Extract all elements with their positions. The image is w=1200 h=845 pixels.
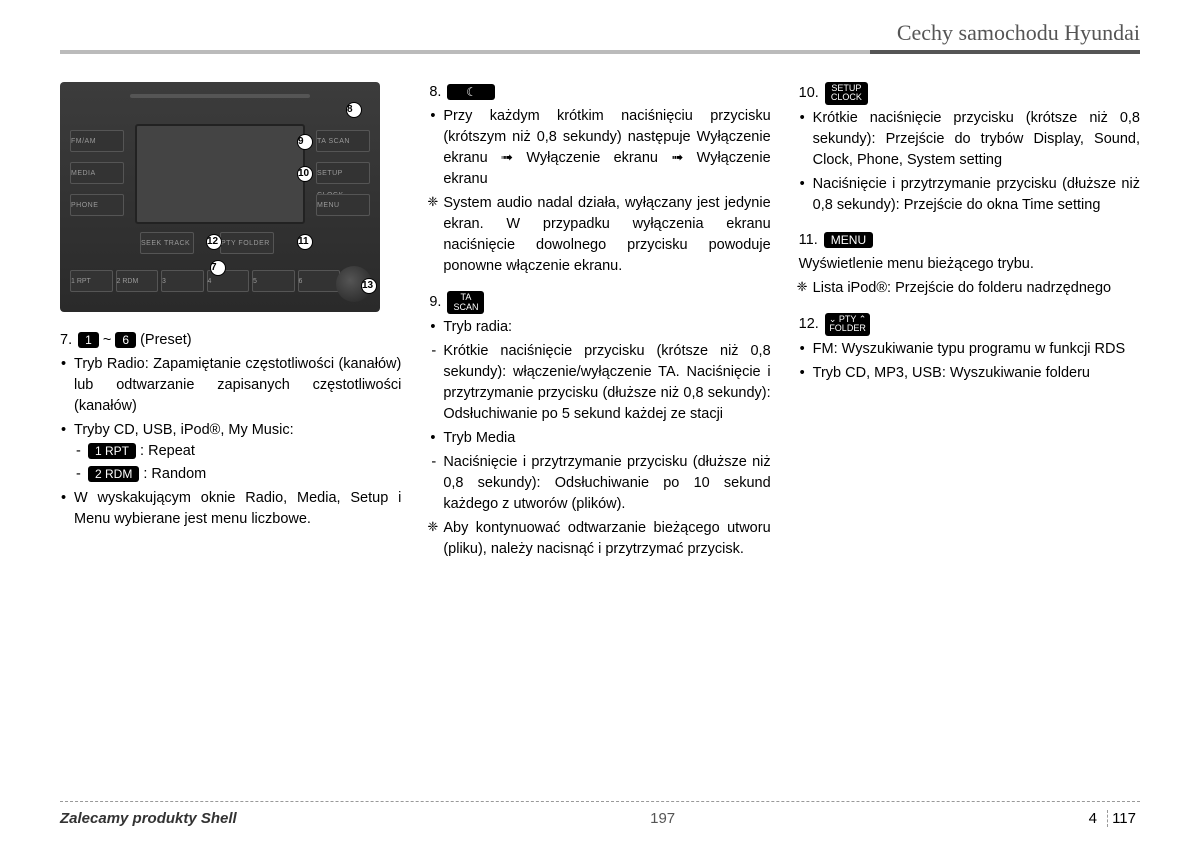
footer-right: 4 117 [1089, 810, 1140, 827]
radio-btn: MENU [316, 194, 370, 216]
item-12-list: FM: Wyszukiwanie typu programu w funkcji… [799, 339, 1140, 384]
footer-center: 197 [237, 810, 1089, 827]
radio-screen [135, 124, 305, 224]
item-10: 10. SETUP CLOCK Krótkie naciśnięcie przy… [799, 82, 1140, 216]
radio-btn: FM/AM [70, 130, 124, 152]
preset-1-label: 1 [78, 332, 99, 348]
callout-8: 8 [346, 102, 362, 118]
item-num: 8. [429, 82, 441, 103]
list-item: Krótkie naciśnięcie przycisku (krótsze n… [813, 108, 1140, 171]
label-line2: SCAN [453, 302, 478, 312]
preset-row: 1 RPT 2 RDM 3 4 5 6 [70, 270, 340, 292]
item-num: 12. [799, 314, 819, 335]
rpt-label: 1 RPT [88, 443, 136, 459]
page-num: 117 [1107, 810, 1140, 827]
item-11-text: Wyświetlenie menu bieżącego trybu. [799, 254, 1140, 275]
item-9-dash2: Naciśnięcie i przytrzymanie przycisku (d… [429, 452, 770, 515]
list-item: Tryby CD, USB, iPod®, My Music: 1 RPT : … [74, 420, 401, 485]
column-2: 8. ☾ Przy każdym krótkim naciśnięciu prz… [429, 82, 770, 574]
list-item: Naciśnięcie i przytrzymanie przycisku (d… [443, 452, 770, 515]
chapter: 4 [1089, 810, 1097, 827]
radio-unit-image: FM/AM MEDIA PHONE TA SCAN SETUP CLOCK ME… [60, 82, 380, 312]
callout-7: 7 [210, 260, 226, 276]
item-9-dash1: Krótkie naciśnięcie przycisku (krótsze n… [429, 341, 770, 425]
label-line2: FOLDER [829, 323, 866, 333]
list-item: 1 RPT : Repeat [88, 441, 401, 462]
dim-icon: ☾ [447, 84, 495, 100]
sub-list: 1 RPT : Repeat 2 RDM : Random [74, 441, 401, 485]
preset-suffix: (Preset) [140, 332, 192, 348]
item-9-list: Tryb radia: [429, 317, 770, 338]
label-line2: CLOCK [831, 92, 862, 102]
disc-slot [130, 94, 310, 98]
item-12: 12. ⌄ PTY ⌃ FOLDER FM: Wyszukiwanie typu… [799, 313, 1140, 384]
rdm-label: 2 RDM [88, 466, 139, 482]
radio-btn: MEDIA [70, 162, 124, 184]
callout-11: 11 [297, 234, 313, 250]
page-footer: Zalecamy produkty Shell 197 4 117 [60, 801, 1140, 827]
radio-btn: PTY FOLDER [220, 232, 274, 254]
main-content: FM/AM MEDIA PHONE TA SCAN SETUP CLOCK ME… [60, 82, 1140, 574]
item-10-list: Krótkie naciśnięcie przycisku (krótsze n… [799, 108, 1140, 216]
item-9-list2: Tryb Media [429, 428, 770, 449]
column-3: 10. SETUP CLOCK Krótkie naciśnięcie przy… [799, 82, 1140, 574]
item-11-note: Lista iPod®: Przejście do folderu nadrzę… [799, 278, 1140, 299]
callout-10: 10 [297, 166, 313, 182]
item-num: 9. [429, 292, 441, 313]
list-item: Tryb CD, MP3, USB: Wyszukiwanie folderu [813, 363, 1140, 384]
callout-9: 9 [297, 134, 313, 150]
radio-btn: TA SCAN [316, 130, 370, 152]
range-sep: ~ [103, 332, 111, 348]
page-header: Cechy samochodu Hyundai [60, 20, 1140, 46]
item-7-list: Tryb Radio: Zapamiętanie częstotliwo­ści… [60, 354, 401, 530]
list-item: W wyskakującym oknie Radio, Media, Setup… [74, 488, 401, 530]
radio-btn: SETUP CLOCK [316, 162, 370, 184]
preset: 1 RPT [70, 270, 113, 292]
preset: 3 [161, 270, 204, 292]
preset-6-label: 6 [115, 332, 136, 348]
list-item: Tryb radia: [443, 317, 770, 338]
list-item: Przy każdym krótkim naciśnięciu przy­cis… [443, 106, 770, 190]
ta-scan-label: TA SCAN [447, 291, 484, 314]
item-8-list: Przy każdym krótkim naciśnięciu przy­cis… [429, 106, 770, 190]
preset: 6 [298, 270, 341, 292]
pty-folder-label: ⌄ PTY ⌃ FOLDER [825, 313, 870, 336]
item-8-note: System audio nadal działa, wyłączany jes… [429, 193, 770, 277]
setup-clock-label: SETUP CLOCK [825, 82, 868, 105]
item-9-note: Aby kontynuować odtwarzanie bieżące­go u… [429, 518, 770, 560]
preset: 5 [252, 270, 295, 292]
item-num: 11. [799, 230, 818, 251]
item-8: 8. ☾ Przy każdym krótkim naciśnięciu prz… [429, 82, 770, 277]
list-item: 2 RDM : Random [88, 464, 401, 485]
radio-btn: SEEK TRACK [140, 232, 194, 254]
item-num: 7. [60, 330, 72, 351]
list-item: Tryb Media [443, 428, 770, 449]
callout-13: 13 [361, 278, 377, 294]
list-item: Tryb Radio: Zapamiętanie częstotliwo­ści… [74, 354, 401, 417]
footer-left: Zalecamy produkty Shell [60, 810, 237, 827]
column-1: FM/AM MEDIA PHONE TA SCAN SETUP CLOCK ME… [60, 82, 401, 574]
rpt-text: : Repeat [140, 443, 195, 459]
item-num: 10. [799, 83, 819, 104]
list-text: Tryby CD, USB, iPod®, My Music: [74, 422, 294, 438]
callout-12: 12 [206, 234, 222, 250]
list-item: Krótkie naciśnięcie przycisku (krótsze n… [443, 341, 770, 425]
header-divider [60, 50, 1140, 54]
menu-label: MENU [824, 232, 873, 248]
list-item: FM: Wyszukiwanie typu programu w funkcji… [813, 339, 1140, 360]
preset: 2 RDM [116, 270, 159, 292]
item-7: 7. 1 ~ 6 (Preset) Tryb Radio: Zapamiętan… [60, 330, 401, 530]
rdm-text: : Random [143, 466, 206, 482]
item-11: 11. MENU Wyświetlenie menu bieżącego try… [799, 230, 1140, 299]
radio-btn: PHONE [70, 194, 124, 216]
item-9: 9. TA SCAN Tryb radia: Krótkie naciśnięc… [429, 291, 770, 560]
list-item: Naciśnięcie i przytrzymanie przycisku (d… [813, 174, 1140, 216]
header-title: Cechy samochodu Hyundai [897, 20, 1140, 45]
